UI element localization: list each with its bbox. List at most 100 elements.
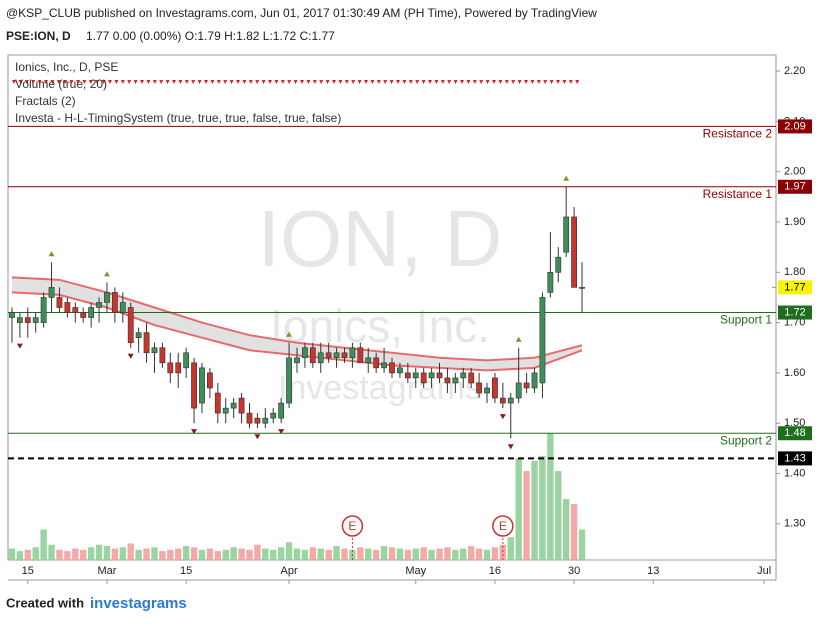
signal-triangle bbox=[325, 80, 330, 84]
candle-body bbox=[507, 397, 514, 404]
signal-triangle bbox=[389, 80, 394, 84]
signal-triangle bbox=[511, 80, 516, 84]
candle-body bbox=[159, 347, 166, 364]
signal-triangle bbox=[248, 80, 253, 84]
volume-bar bbox=[16, 551, 24, 560]
volume-bar bbox=[570, 504, 578, 560]
candle-body bbox=[143, 332, 150, 354]
volume-bar bbox=[143, 548, 150, 560]
volume-bar bbox=[372, 549, 380, 560]
volume-bar bbox=[87, 547, 95, 560]
signal-triangle bbox=[108, 80, 112, 84]
candle-body bbox=[325, 352, 332, 359]
volume-bar bbox=[555, 471, 562, 560]
volume-bar bbox=[167, 549, 174, 560]
candle-body bbox=[492, 377, 498, 399]
candle-body bbox=[96, 302, 102, 308]
signal-triangle bbox=[319, 80, 324, 84]
volume-bar bbox=[357, 547, 364, 560]
signal-triangle bbox=[472, 80, 477, 84]
event-marker bbox=[341, 515, 364, 537]
volume-bar bbox=[523, 471, 530, 560]
volume-bar bbox=[246, 549, 253, 560]
candle-body bbox=[547, 271, 554, 293]
volume-bar bbox=[135, 549, 142, 560]
y-tick-label: 1.30 bbox=[784, 518, 805, 530]
volume-bar bbox=[444, 547, 451, 560]
price-tag-label: 1.43 bbox=[784, 452, 805, 464]
signal-triangle bbox=[31, 80, 36, 84]
candle-body bbox=[555, 256, 562, 273]
signal-triangle bbox=[530, 80, 535, 84]
signal-triangle bbox=[370, 80, 375, 84]
candle-body bbox=[167, 362, 174, 374]
signal-triangle bbox=[568, 80, 573, 84]
event-marker bbox=[492, 515, 514, 537]
candle-body bbox=[539, 297, 546, 384]
volume-bar bbox=[222, 549, 229, 560]
volume-bar bbox=[72, 548, 79, 560]
volume-bar bbox=[285, 542, 293, 560]
y-tick-label: 2.20 bbox=[784, 65, 805, 77]
volume-bar bbox=[380, 546, 388, 560]
signal-triangle bbox=[364, 80, 368, 84]
volume-bar bbox=[32, 547, 39, 560]
volume-bar bbox=[539, 455, 546, 560]
volume-bar bbox=[491, 547, 499, 560]
volume-bar bbox=[396, 548, 404, 560]
volume-bar bbox=[8, 548, 16, 560]
signal-triangle bbox=[280, 80, 285, 84]
candle-body bbox=[56, 297, 63, 308]
signal-triangle bbox=[133, 80, 138, 84]
signal-triangle bbox=[12, 80, 16, 84]
signal-triangle bbox=[274, 80, 279, 84]
price-tag-label: 1.97 bbox=[784, 181, 805, 193]
candle-body bbox=[499, 397, 506, 404]
volume-bar bbox=[412, 548, 419, 560]
signal-triangle bbox=[536, 80, 541, 84]
volume-bar bbox=[404, 549, 412, 560]
candle-body bbox=[563, 216, 570, 253]
volume-bar bbox=[499, 544, 507, 560]
volume-bar bbox=[103, 546, 111, 560]
volume-bar bbox=[230, 547, 237, 560]
signal-triangle bbox=[242, 80, 247, 84]
signal-triangle bbox=[18, 80, 23, 84]
volume-bar bbox=[507, 537, 514, 560]
candle-body bbox=[199, 367, 205, 404]
watermark: Investagrams bbox=[278, 369, 482, 407]
y-tick-label: 1.50 bbox=[784, 417, 805, 429]
candle-body bbox=[389, 362, 395, 374]
signal-triangle bbox=[485, 80, 490, 84]
price-tag bbox=[778, 179, 812, 194]
volume-bar bbox=[175, 548, 182, 560]
signal-triangle bbox=[146, 80, 151, 84]
volume-bar bbox=[436, 548, 443, 560]
price-tag bbox=[778, 119, 812, 134]
candle-body bbox=[222, 407, 229, 414]
volume-bar bbox=[95, 544, 103, 560]
volume-bar bbox=[64, 551, 71, 560]
volume-bar bbox=[277, 547, 285, 560]
x-tick-label: 13 bbox=[647, 565, 659, 577]
volume-bar bbox=[48, 544, 55, 560]
signal-triangle bbox=[300, 80, 304, 84]
volume-bar bbox=[467, 546, 475, 560]
signal-triangle bbox=[421, 80, 426, 84]
x-tick-label: 15 bbox=[22, 565, 34, 577]
signal-triangle bbox=[466, 80, 471, 84]
fractal-down bbox=[127, 353, 134, 359]
x-tick-label: 15 bbox=[180, 565, 192, 577]
candle-body bbox=[365, 357, 372, 364]
volume-bar bbox=[460, 548, 467, 560]
candle-body bbox=[373, 357, 380, 369]
candle-body bbox=[24, 317, 31, 323]
x-tick-label: Jul bbox=[757, 565, 771, 577]
signal-triangle bbox=[408, 80, 413, 84]
candle-body bbox=[9, 312, 15, 318]
footer-brand: investagrams bbox=[90, 595, 187, 612]
price-tag bbox=[778, 280, 812, 295]
signal-triangle bbox=[447, 80, 452, 84]
legend-entry: Volume (true, 20) bbox=[15, 77, 107, 91]
signal-triangle bbox=[56, 80, 61, 84]
